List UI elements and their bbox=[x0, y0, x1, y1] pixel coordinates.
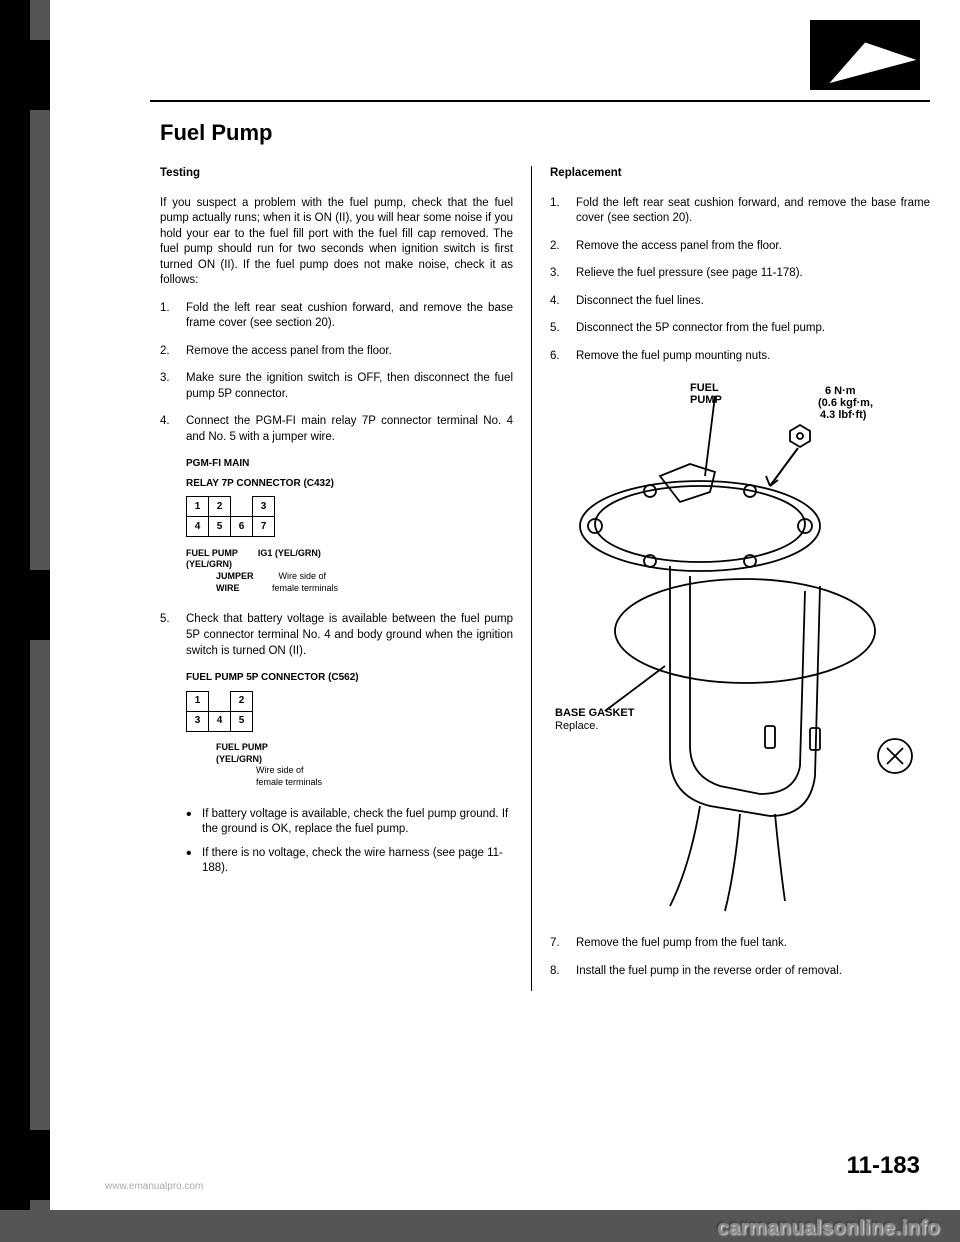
step-text: Relieve the fuel pressure (see page 11-1… bbox=[576, 266, 930, 282]
connector-diagram-5p: FUEL PUMP 5P CONNECTOR (C562) 1 2 3 4 5 bbox=[186, 671, 513, 789]
bullet-text: If there is no voltage, check the wire h… bbox=[202, 846, 513, 877]
step-text: Make sure the ignition switch is OFF, th… bbox=[186, 371, 513, 402]
left-column: Testing If you suspect a problem with th… bbox=[160, 166, 532, 991]
step-text: Fold the left rear seat cushion forward,… bbox=[186, 301, 513, 332]
svg-text:(0.6 kgf·m,: (0.6 kgf·m, bbox=[818, 397, 873, 409]
testing-steps: 1.Fold the left rear seat cushion forwar… bbox=[160, 301, 513, 446]
step-text: Install the fuel pump in the reverse ord… bbox=[576, 964, 930, 980]
fuel-pump-illustration: FUEL PUMP 6 N·m (0.6 kgf·m, 4.3 lbf·ft) … bbox=[550, 376, 930, 936]
connector-diagram-7p: PGM-FI MAIN RELAY 7P CONNECTOR (C432) 1 … bbox=[186, 457, 513, 594]
svg-text:4.3 lbf·ft): 4.3 lbf·ft) bbox=[820, 409, 867, 421]
header-rule bbox=[150, 100, 930, 102]
watermark-site: carmanualsonline.info bbox=[717, 1217, 940, 1240]
intro-paragraph: If you suspect a problem with the fuel p… bbox=[160, 196, 513, 289]
testing-heading: Testing bbox=[160, 166, 513, 182]
svg-text:PUMP: PUMP bbox=[690, 394, 722, 406]
replacement-heading: Replacement bbox=[550, 166, 930, 182]
bullet-text: If battery voltage is available, check t… bbox=[202, 807, 513, 838]
right-column: Replacement 1.Fold the left rear seat cu… bbox=[532, 166, 930, 991]
watermark-source: www.emanualpro.com bbox=[105, 1181, 203, 1192]
testing-steps-cont: 5.Check that battery voltage is availabl… bbox=[160, 612, 513, 659]
svg-text:FUEL: FUEL bbox=[690, 382, 719, 394]
replacement-steps: 1.Fold the left rear seat cushion forwar… bbox=[550, 196, 930, 365]
step-text: Disconnect the 5P connector from the fue… bbox=[576, 321, 930, 337]
step-text: Remove the access panel from the floor. bbox=[186, 344, 513, 360]
step-text: Remove the fuel pump from the fuel tank. bbox=[576, 936, 930, 952]
replacement-steps-cont: 7.Remove the fuel pump from the fuel tan… bbox=[550, 936, 930, 979]
step-text: Connect the PGM-FI main relay 7P connect… bbox=[186, 414, 513, 445]
step-text: Remove the fuel pump mounting nuts. bbox=[576, 349, 930, 365]
svg-text:BASE GASKET: BASE GASKET bbox=[555, 707, 635, 719]
step-text: Disconnect the fuel lines. bbox=[576, 294, 930, 310]
step-text: Check that battery voltage is available … bbox=[186, 612, 513, 659]
svg-text:6 N·m: 6 N·m bbox=[825, 385, 856, 397]
page-title: Fuel Pump bbox=[160, 120, 930, 146]
step-text: Remove the access panel from the floor. bbox=[576, 239, 930, 255]
bullet-list: If battery voltage is available, check t… bbox=[186, 807, 513, 877]
step-text: Fold the left rear seat cushion forward,… bbox=[576, 196, 930, 227]
manual-page: Fuel Pump Testing If you suspect a probl… bbox=[50, 0, 960, 1210]
manufacturer-logo bbox=[810, 20, 920, 90]
page-number: 11-183 bbox=[847, 1152, 920, 1180]
svg-text:Replace.: Replace. bbox=[555, 720, 598, 732]
